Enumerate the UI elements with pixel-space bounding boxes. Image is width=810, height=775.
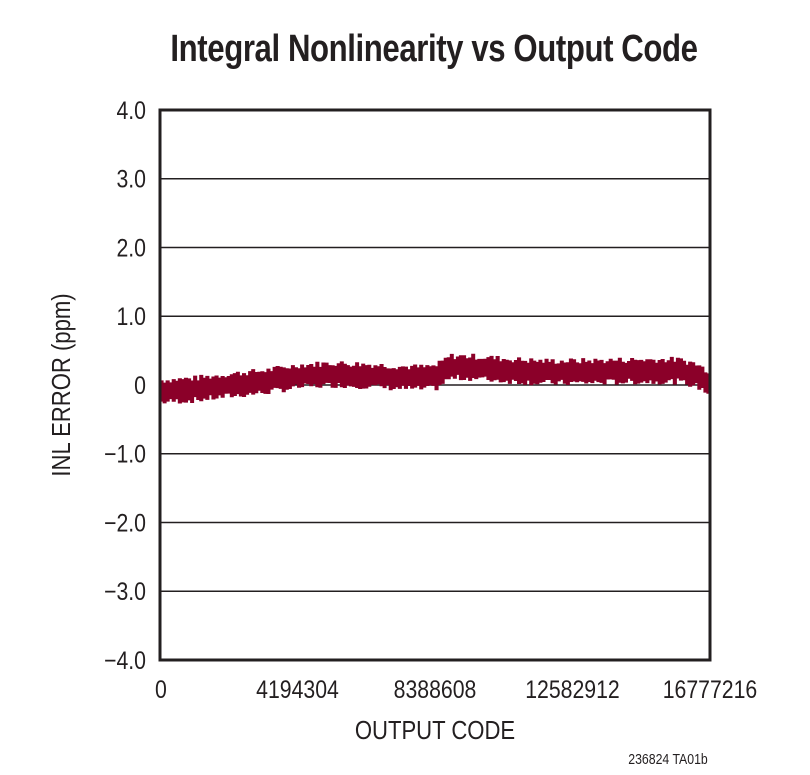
inl-data-band <box>159 353 711 404</box>
y-tick-label: 0 <box>134 371 146 399</box>
y-axis-ticks: 4.0 3.0 2.0 1.0 0 −1.0 −2.0 −3.0 −4.0 <box>104 96 146 674</box>
inl-series-band <box>159 353 711 404</box>
x-tick-label: 12582912 <box>525 675 619 703</box>
x-tick-label: 16777216 <box>663 675 757 703</box>
y-tick-label: −2.0 <box>104 509 146 537</box>
x-tick-label: 0 <box>155 675 167 703</box>
chart-title: Integral Nonlinearity vs Output Code <box>170 28 698 70</box>
y-tick-label: −3.0 <box>104 578 146 606</box>
y-tick-label: 3.0 <box>116 165 146 193</box>
x-axis-label: OUTPUT CODE <box>355 716 515 745</box>
x-tick-label: 8388608 <box>394 675 477 703</box>
y-tick-label: −1.0 <box>104 440 146 468</box>
y-axis-label: INL ERROR (ppm) <box>47 293 76 476</box>
x-tick-label: 4194304 <box>256 675 339 703</box>
y-tick-label: 2.0 <box>116 234 146 262</box>
figure-id-label: 236824 TA01b <box>628 751 708 767</box>
y-tick-label: −4.0 <box>104 646 146 674</box>
y-tick-label: 4.0 <box>116 96 146 124</box>
x-axis-ticks: 0 4194304 8388608 12582912 16777216 <box>155 675 757 703</box>
y-tick-label: 1.0 <box>116 303 146 331</box>
plot-frame <box>158 108 712 662</box>
